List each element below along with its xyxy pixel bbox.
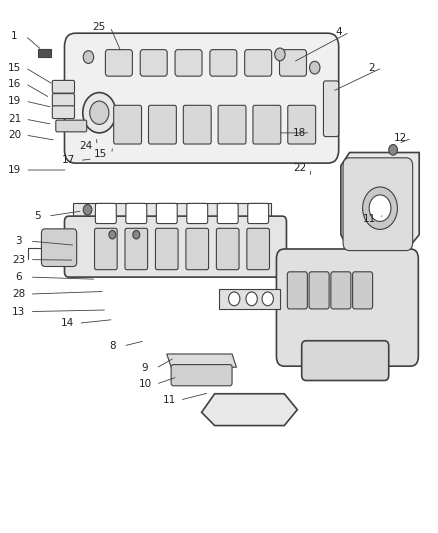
FancyBboxPatch shape [148, 106, 177, 144]
Polygon shape [219, 289, 280, 309]
FancyBboxPatch shape [42, 229, 77, 266]
FancyBboxPatch shape [343, 158, 413, 251]
FancyBboxPatch shape [184, 106, 211, 144]
FancyBboxPatch shape [140, 50, 167, 76]
Text: 28: 28 [12, 289, 25, 299]
FancyBboxPatch shape [187, 204, 208, 223]
Text: 1: 1 [11, 31, 18, 41]
FancyBboxPatch shape [245, 50, 272, 76]
FancyBboxPatch shape [64, 33, 339, 163]
Circle shape [109, 230, 116, 239]
FancyBboxPatch shape [248, 204, 268, 223]
FancyBboxPatch shape [216, 228, 239, 270]
FancyBboxPatch shape [155, 228, 178, 270]
FancyBboxPatch shape [309, 272, 329, 309]
Circle shape [262, 292, 273, 306]
FancyBboxPatch shape [156, 204, 177, 223]
Text: 10: 10 [138, 379, 152, 389]
FancyBboxPatch shape [279, 50, 307, 76]
Circle shape [229, 292, 240, 306]
FancyBboxPatch shape [64, 216, 286, 277]
FancyBboxPatch shape [171, 365, 232, 386]
Circle shape [83, 205, 92, 215]
FancyBboxPatch shape [95, 228, 117, 270]
FancyBboxPatch shape [186, 228, 208, 270]
FancyBboxPatch shape [288, 106, 316, 144]
FancyBboxPatch shape [126, 204, 147, 223]
FancyBboxPatch shape [302, 341, 389, 381]
Text: 19: 19 [8, 96, 21, 106]
Circle shape [246, 292, 257, 306]
FancyBboxPatch shape [323, 81, 339, 136]
Polygon shape [167, 354, 237, 367]
Polygon shape [39, 49, 51, 57]
Text: 6: 6 [15, 272, 22, 282]
FancyBboxPatch shape [253, 106, 281, 144]
FancyBboxPatch shape [218, 106, 246, 144]
Polygon shape [201, 394, 297, 425]
Text: 12: 12 [394, 133, 407, 143]
Text: 22: 22 [293, 164, 306, 173]
Text: 11: 11 [162, 395, 176, 405]
Circle shape [83, 51, 94, 63]
Text: 5: 5 [34, 211, 40, 221]
FancyBboxPatch shape [52, 106, 74, 118]
Text: 8: 8 [109, 341, 116, 351]
FancyBboxPatch shape [106, 50, 132, 76]
Text: 23: 23 [12, 255, 25, 264]
Circle shape [389, 144, 397, 155]
Text: 19: 19 [8, 165, 21, 175]
FancyBboxPatch shape [210, 50, 237, 76]
FancyBboxPatch shape [175, 50, 202, 76]
Circle shape [310, 61, 320, 74]
Text: 24: 24 [80, 141, 93, 151]
FancyBboxPatch shape [125, 228, 148, 270]
Text: 3: 3 [15, 236, 22, 246]
Polygon shape [73, 203, 271, 224]
Text: 13: 13 [12, 306, 25, 317]
Circle shape [133, 230, 140, 239]
FancyBboxPatch shape [114, 106, 141, 144]
FancyBboxPatch shape [276, 249, 418, 366]
Text: 20: 20 [8, 130, 21, 140]
Polygon shape [341, 152, 419, 251]
Text: 25: 25 [93, 22, 106, 32]
FancyBboxPatch shape [217, 204, 238, 223]
Circle shape [275, 48, 285, 61]
FancyBboxPatch shape [52, 94, 74, 107]
FancyBboxPatch shape [247, 228, 269, 270]
Text: 16: 16 [8, 78, 21, 88]
Text: 14: 14 [61, 318, 74, 328]
Text: 21: 21 [8, 114, 21, 124]
FancyBboxPatch shape [95, 204, 116, 223]
Circle shape [363, 187, 397, 229]
Text: 11: 11 [363, 214, 376, 224]
Text: 4: 4 [336, 27, 342, 37]
Text: 15: 15 [8, 63, 21, 72]
Circle shape [369, 195, 391, 221]
Text: 9: 9 [142, 364, 148, 373]
FancyBboxPatch shape [287, 272, 307, 309]
Circle shape [83, 93, 116, 133]
FancyBboxPatch shape [52, 80, 74, 93]
Text: 17: 17 [62, 156, 75, 165]
FancyBboxPatch shape [353, 272, 373, 309]
Text: 2: 2 [368, 63, 374, 72]
Circle shape [90, 101, 109, 124]
Text: 18: 18 [293, 128, 306, 138]
FancyBboxPatch shape [56, 120, 87, 132]
FancyBboxPatch shape [331, 272, 351, 309]
Text: 15: 15 [94, 149, 107, 159]
